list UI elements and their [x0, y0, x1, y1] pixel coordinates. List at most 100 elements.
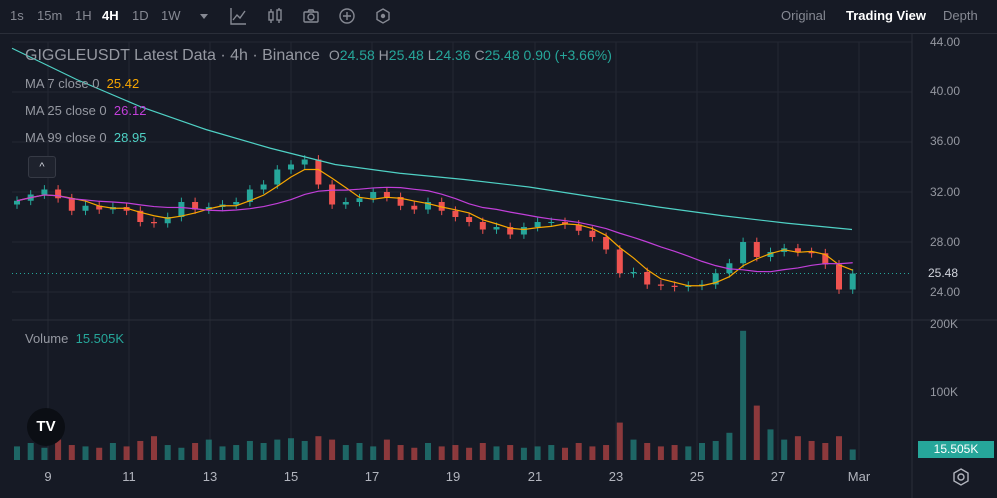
- candle-body: [726, 263, 733, 274]
- timeframe-1w[interactable]: 1W: [161, 8, 181, 23]
- chart-settings-icon[interactable]: [951, 467, 971, 487]
- timeframe-1s[interactable]: 1s: [10, 8, 24, 23]
- last-volume-tag: 15.505K: [918, 441, 994, 458]
- volume-bar: [794, 436, 801, 460]
- tradingview-logo[interactable]: TV: [27, 408, 65, 446]
- candle-body: [178, 202, 185, 217]
- volume-bar: [164, 445, 171, 460]
- view-depth[interactable]: Depth: [943, 8, 978, 23]
- volume-bar: [699, 443, 705, 460]
- candle-body: [589, 230, 596, 237]
- candle-body: [685, 285, 692, 287]
- candle-body: [137, 210, 144, 222]
- volume-bar: [397, 445, 404, 460]
- date-tick: 19: [445, 469, 461, 484]
- candle-body: [452, 210, 459, 217]
- volume-bar: [137, 440, 144, 460]
- volume-bar: [370, 446, 377, 460]
- price-tick: 32.00: [930, 185, 961, 199]
- candle-body: [548, 222, 555, 223]
- change-value: 0.90 (+3.66%): [523, 47, 612, 63]
- volume-bar: [781, 439, 788, 460]
- volume-bar: [575, 443, 582, 460]
- volume-bar: [836, 436, 842, 460]
- candle-body: [315, 159, 322, 185]
- volume-bar: [849, 449, 856, 460]
- volume-bar: [589, 446, 596, 460]
- candle-body: [808, 252, 815, 254]
- candle-body: [164, 217, 171, 224]
- low-value: 24.36: [435, 47, 471, 63]
- timeframe-4h[interactable]: 4H: [102, 8, 119, 23]
- price-tick: 24.00: [930, 285, 961, 299]
- date-tick: 13: [202, 469, 218, 484]
- volume-bar: [438, 446, 445, 460]
- timeframe-15m[interactable]: 15m: [37, 8, 63, 23]
- volume-bar: [205, 439, 212, 460]
- volume-bar: [68, 445, 75, 460]
- ma25-legend: MA 25 close 0 26.12: [25, 103, 146, 118]
- volume-bar: [425, 443, 431, 460]
- volume-bar: [466, 447, 473, 460]
- candle-body: [356, 198, 363, 202]
- date-tick: Mar: [847, 469, 871, 484]
- volume-bar: [452, 445, 459, 460]
- ma99-label: MA 99 close 0: [25, 130, 107, 145]
- add-icon[interactable]: [337, 6, 357, 26]
- volume-bar: [411, 447, 418, 460]
- candle-body: [836, 264, 842, 290]
- settings-hex-icon[interactable]: [373, 6, 393, 26]
- candlestick-chart[interactable]: [0, 34, 997, 498]
- candle-body: [822, 253, 829, 265]
- high-label: H: [378, 47, 389, 63]
- candle-body: [370, 192, 377, 199]
- candle-body: [425, 202, 431, 210]
- view-trading-view[interactable]: Trading View: [846, 8, 926, 23]
- candle-body: [260, 184, 267, 190]
- candle-body: [301, 159, 308, 165]
- dropdown-caret-icon[interactable]: [194, 6, 214, 26]
- ma7-label: MA 7 close 0: [25, 76, 100, 91]
- date-tick: 21: [527, 469, 543, 484]
- candle-body: [96, 205, 103, 210]
- volume-bar: [178, 447, 185, 460]
- timeframe-1d[interactable]: 1D: [132, 8, 149, 23]
- timeframe-1h[interactable]: 1H: [75, 8, 92, 23]
- date-tick: 15: [283, 469, 299, 484]
- candle-body: [493, 227, 500, 230]
- candle-body: [616, 249, 623, 274]
- ma7-value: 25.42: [106, 76, 140, 91]
- ma99-legend: MA 99 close 0 28.95: [25, 130, 146, 145]
- volume-bar: [712, 440, 719, 460]
- view-original[interactable]: Original: [781, 8, 826, 23]
- candle-body: [712, 273, 719, 285]
- volume-bar: [219, 446, 226, 460]
- volume-bar: [151, 436, 157, 460]
- price-tick: 44.00: [930, 35, 961, 49]
- ma25-label: MA 25 close 0: [25, 103, 107, 118]
- volume-bar: [726, 432, 733, 460]
- volume-bar: [329, 439, 336, 460]
- candle-body: [68, 198, 75, 211]
- open-value: 24.58: [339, 47, 375, 63]
- date-tick: 27: [770, 469, 786, 484]
- candle-body: [205, 207, 212, 210]
- volume-bar: [630, 439, 637, 460]
- volume-bar: [383, 439, 390, 460]
- ma7-legend: MA 7 close 0 25.42: [25, 76, 139, 91]
- camera-icon[interactable]: [301, 6, 321, 26]
- candle-body: [562, 222, 568, 225]
- volume-bar: [534, 446, 541, 460]
- candle-type-icon[interactable]: [265, 6, 285, 26]
- volume-bar: [274, 439, 281, 460]
- ma25-line: [16, 186, 853, 273]
- collapse-legend-button[interactable]: ^: [28, 156, 56, 178]
- volume-bar: [740, 330, 747, 460]
- candle-body: [342, 202, 349, 205]
- ma25-value: 26.12: [113, 103, 147, 118]
- candle-body: [438, 202, 445, 211]
- date-tick: 25: [689, 469, 705, 484]
- candle-body: [479, 222, 486, 230]
- candle-body: [14, 200, 20, 205]
- indicators-icon[interactable]: [228, 6, 248, 26]
